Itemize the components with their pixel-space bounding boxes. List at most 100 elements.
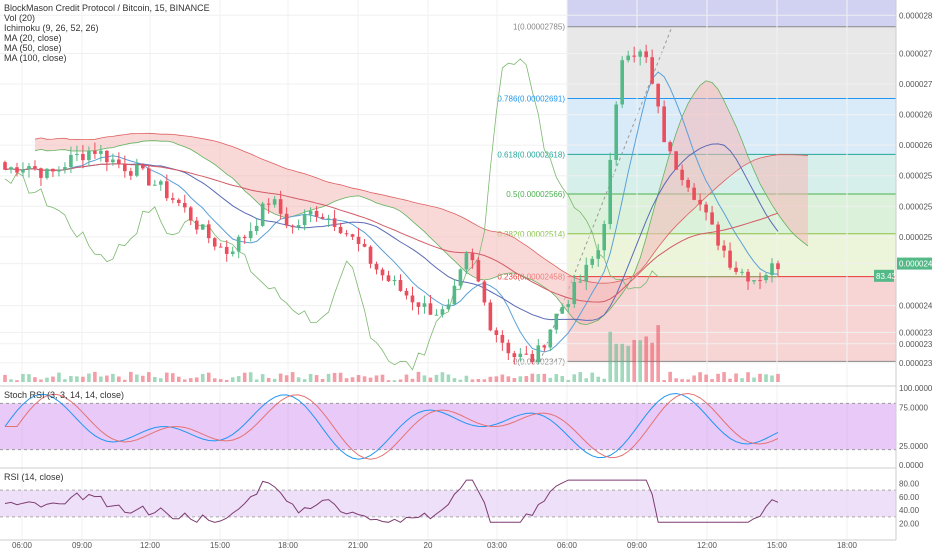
candle-body — [338, 226, 343, 234]
volume-bar — [746, 372, 750, 382]
candle-body — [566, 304, 571, 308]
current-price-label: 0.00002475 — [899, 260, 932, 269]
volume-bar — [3, 374, 7, 382]
candle-body — [93, 151, 97, 154]
volume-bar — [314, 375, 319, 382]
stoch-tick-label: 100.0000 — [899, 384, 932, 393]
candle-body — [308, 210, 313, 215]
price-tick-label: 0.00002510 — [899, 233, 932, 242]
candle-body — [524, 353, 529, 355]
volume-bar — [398, 379, 403, 382]
volume-bar — [590, 372, 595, 382]
candle-body — [500, 334, 505, 343]
volume-bar — [434, 374, 439, 382]
volume-bar — [63, 379, 67, 382]
candle-body — [740, 271, 744, 273]
volume-bar — [470, 379, 475, 382]
volume-bar — [446, 374, 451, 382]
volume-bars — [3, 325, 780, 382]
candle-body — [206, 224, 211, 239]
time-tick-label: 06:00 — [557, 541, 578, 550]
volume-bar — [392, 380, 397, 382]
volume-bar — [698, 372, 702, 382]
time-tick-label: 09:00 — [72, 541, 93, 550]
candle-body — [530, 353, 535, 363]
candle-body — [512, 353, 517, 358]
price-tick-label: 0.00002550 — [899, 202, 932, 211]
volume-bar — [302, 379, 307, 382]
volume-bar — [644, 336, 648, 382]
volume-badge — [874, 269, 894, 282]
candle-body — [27, 166, 31, 170]
volume-bar — [368, 377, 373, 382]
volume-bar — [188, 378, 193, 382]
time-tick-label: 21:00 — [348, 541, 369, 550]
candle-body — [572, 282, 577, 305]
candle-body — [230, 251, 235, 254]
chart-title: BlockMason Credit Protocol / Bitcoin, 15… — [4, 3, 210, 13]
volume-bar — [9, 379, 13, 382]
volume-bar — [57, 372, 61, 382]
candle-body — [81, 153, 85, 161]
candle-body — [518, 353, 523, 358]
candle-body — [87, 151, 91, 161]
candle-body — [650, 57, 654, 84]
volume-bar — [416, 371, 421, 382]
fib-label: 0.786(0.00002691) — [497, 95, 565, 104]
volume-bar — [27, 374, 31, 382]
candle-body — [758, 280, 762, 282]
price-tick-label: 0.00002420 — [899, 302, 932, 311]
candle-body — [39, 168, 43, 178]
candle-body — [776, 263, 780, 270]
volume-bar — [326, 373, 331, 382]
candle-body — [698, 199, 702, 205]
candle-body — [614, 104, 619, 160]
volume-bar — [506, 376, 511, 382]
volume-bar — [344, 378, 349, 382]
volume-bar — [39, 379, 43, 382]
volume-bar — [170, 373, 175, 382]
volume-bar — [386, 380, 391, 382]
candle-body — [410, 295, 415, 303]
candle-body — [296, 225, 301, 228]
candle-body — [626, 55, 630, 61]
volume-bar — [458, 379, 463, 382]
volume-bar — [518, 376, 523, 382]
candle-body — [236, 236, 241, 252]
volume-bar — [440, 372, 445, 382]
volume-bar — [135, 374, 139, 382]
volume-bar — [176, 376, 181, 382]
stoch-d-line — [5, 392, 779, 460]
stoch-tick-label: 75.0000 — [899, 403, 928, 412]
candle-body — [590, 258, 595, 265]
volume-bar — [45, 377, 49, 382]
rsi-tick-label: 40.00 — [899, 506, 920, 515]
candle-body — [680, 169, 684, 181]
volume-bar — [254, 379, 259, 382]
volume-bar — [332, 372, 337, 382]
candle-body — [392, 279, 397, 282]
candle-body — [15, 167, 19, 173]
candle-body — [182, 202, 187, 208]
candle-body — [75, 153, 79, 155]
candle-body — [476, 260, 481, 282]
volume-bar — [422, 375, 427, 382]
time-tick-label: 12:00 — [697, 541, 718, 550]
volume-bar — [218, 379, 223, 382]
candle-body — [380, 269, 385, 276]
volume-bar — [626, 345, 630, 382]
candle-body — [686, 180, 690, 188]
rsi-band — [0, 490, 896, 517]
candle-body — [674, 151, 678, 170]
volume-bar — [194, 377, 199, 382]
time-tick-label: 06:00 — [12, 541, 33, 550]
candle-body — [446, 304, 451, 310]
candle-body — [584, 264, 589, 282]
volume-bar — [770, 375, 774, 382]
candle-body — [248, 231, 253, 239]
volume-bar — [338, 372, 343, 382]
volume-bar — [123, 379, 127, 382]
candle-body — [434, 314, 439, 316]
volume-bar — [710, 379, 714, 382]
